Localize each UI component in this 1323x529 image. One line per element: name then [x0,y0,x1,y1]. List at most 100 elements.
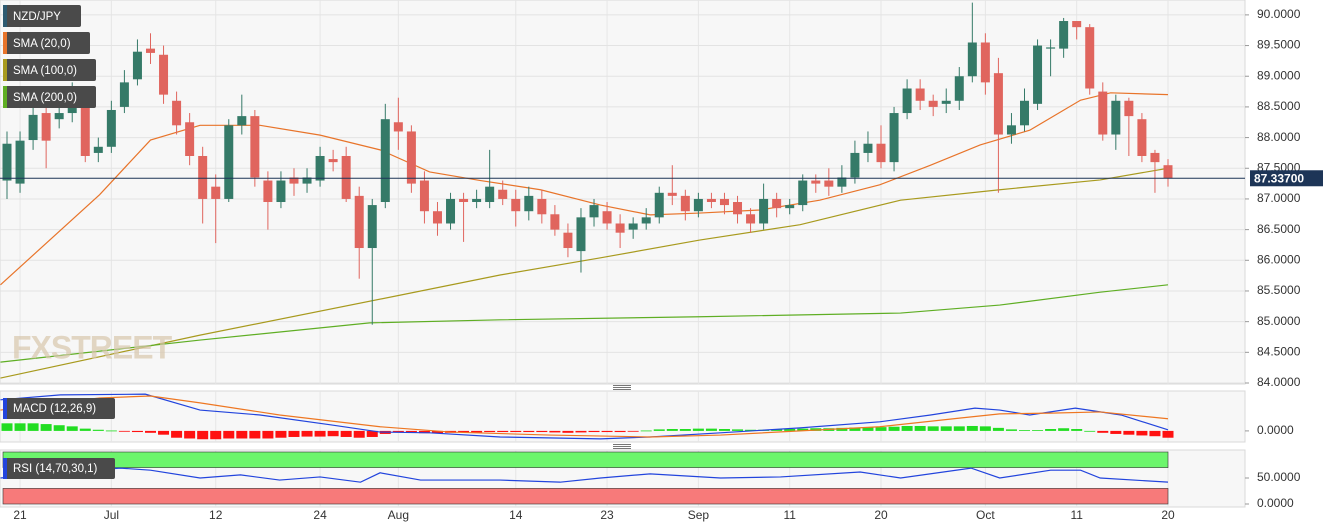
y-tick-label: 88.0000 [1257,130,1301,144]
histogram-bar [14,423,26,431]
legend-box [3,32,90,54]
candle-body [1163,165,1173,179]
candle-body [680,195,690,212]
histogram-bar [1149,430,1161,437]
candle-body [263,180,273,203]
histogram-bar [718,429,730,431]
legend-box [3,5,81,27]
histogram-bar [497,430,509,433]
indicator-box [3,398,115,419]
histogram-bar [901,425,913,431]
histogram-bar [523,430,535,433]
histogram-bar [784,429,796,431]
histogram-bar [627,430,639,432]
histogram-bar [275,430,287,438]
histogram-bar [914,425,926,431]
indicator-box [3,458,115,479]
candle-body [185,122,195,156]
candle-body [432,211,442,224]
y-tick-label: 84.5000 [1257,344,1301,358]
candle-body [602,211,612,224]
candle-body [1046,47,1056,49]
histogram-bar [353,430,365,438]
histogram-bar [340,430,352,437]
candle-body [1059,21,1069,49]
candle-body [106,109,116,147]
histogram-bar [1,423,13,431]
legend-label: NZD/JPY [13,11,61,23]
candle-body [159,54,169,95]
y-tick-label: 85.5000 [1257,283,1301,297]
candle-body [446,198,456,224]
legend-label: SMA (100,0) [13,65,77,77]
histogram-bar [236,430,248,439]
histogram-bar [40,424,52,431]
y-tick-label: 50.0000 [1257,470,1301,484]
histogram-bar [653,429,665,431]
x-tick-label: 14 [509,508,523,522]
x-tick-label: Oct [976,508,995,522]
histogram-bar [171,430,183,438]
candle-body [824,180,834,187]
candle-body [876,143,886,163]
candle-body [928,100,938,107]
rsi-band [2,451,1169,468]
candle-body [759,198,769,224]
histogram-bar [536,430,548,433]
histogram-bar [1045,429,1057,431]
histogram-bar [458,430,470,433]
candle-body [641,217,651,224]
histogram-bar [158,430,170,435]
y-tick-label: 86.5000 [1257,222,1301,236]
candle-body [119,82,129,107]
histogram-bar [705,428,717,431]
candle-body [967,42,977,77]
candle-body [589,205,599,218]
candle-body [537,198,547,215]
signal-line [0,395,1169,438]
y-tick-label: 0.0000 [1257,496,1294,510]
candle-body [93,146,103,153]
histogram-bar [314,430,326,437]
candle-body [472,198,482,203]
histogram-bar [836,427,848,431]
indicator-swatch [3,458,7,479]
candle-body [980,42,990,83]
histogram-bar [1123,430,1135,435]
histogram-bar [288,430,300,437]
histogram-bar [1084,430,1096,432]
histogram-bar [53,425,65,431]
histogram-bar [888,426,900,431]
histogram-bar [471,430,483,433]
candle-body [1098,91,1108,135]
indicator-swatch [3,398,7,419]
histogram-bar [692,428,704,431]
candle-body [250,116,260,178]
candle-body [54,113,64,120]
candle-body [524,195,534,212]
x-tick-label: 20 [1161,508,1175,522]
candle-body [328,159,338,163]
legend-label: SMA (20,0) [13,38,71,50]
histogram-bar [66,426,78,431]
histogram-bar [601,430,613,433]
histogram-bar [966,425,978,431]
legend-box [3,59,96,81]
candle-body [302,177,312,184]
candle-body [393,122,403,132]
histogram-bar [666,429,678,431]
histogram-bar [197,430,209,440]
x-tick-label: 23 [600,508,614,522]
candle-body [132,51,142,80]
candle-body [1137,119,1147,156]
last-price-label: 87.33700 [1254,171,1304,185]
candle-body [563,232,573,249]
legend-swatch [3,32,7,54]
candle-body [915,88,925,101]
y-tick-label: 89.5000 [1257,38,1301,52]
y-tick-label: 87.0000 [1257,191,1301,205]
legend-swatch [3,59,7,81]
histogram-bar [1162,430,1174,438]
candle-body [1111,100,1121,135]
